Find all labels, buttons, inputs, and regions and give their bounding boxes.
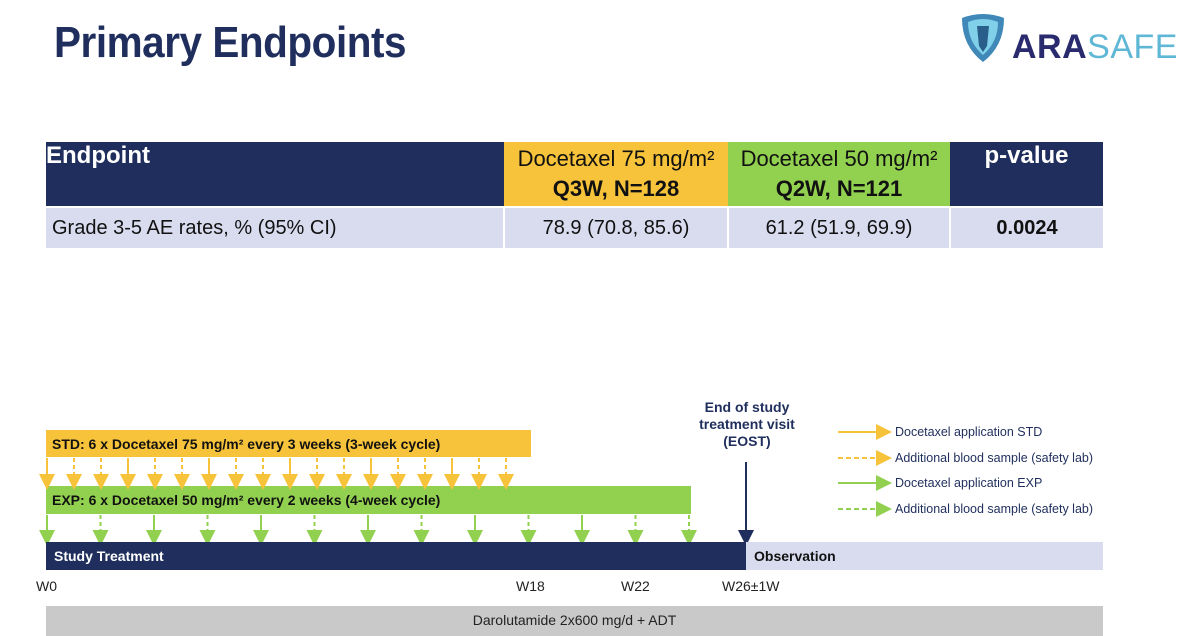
week-label-w22: W22 [621, 578, 650, 594]
header-std-line1: Docetaxel 75 mg/m² [517, 146, 715, 171]
shield-icon [962, 14, 1004, 62]
logo-text-ara: ARA [1012, 28, 1088, 66]
week-label-w18: W18 [516, 578, 545, 594]
header-exp: Docetaxel 50 mg/m² Q2W, N=121 [728, 142, 950, 207]
header-std-line2: Q3W, N=128 [552, 176, 680, 201]
header-pvalue: p-value [950, 142, 1103, 207]
row-exp-value: 61.2 (51.9, 69.9) [727, 206, 950, 248]
eost-line3: (EOST) [723, 433, 771, 449]
std-arm-bar: STD: 6 x Docetaxel 75 mg/m² every 3 week… [46, 430, 531, 457]
std-arm-label: STD: 6 x Docetaxel 75 mg/m² every 3 week… [52, 436, 441, 452]
study-treatment-bar: Study Treatment [46, 542, 746, 570]
eost-line2: treatment visit [699, 416, 795, 432]
header-exp-line2: Q2W, N=121 [775, 176, 903, 201]
table-header-row: Endpoint Docetaxel 75 mg/m² Q3W, N=128 D… [46, 142, 1103, 207]
observation-bar: Observation [746, 542, 1103, 570]
header-endpoint: Endpoint [46, 142, 504, 207]
observation-label: Observation [754, 548, 836, 564]
week-label-w0: W0 [36, 578, 57, 594]
header-exp-line1: Docetaxel 50 mg/m² [740, 146, 938, 171]
logo-text-safe: SAFE [1087, 28, 1178, 66]
darolutamide-bar: Darolutamide 2x600 mg/d + ADT [46, 606, 1103, 636]
study-treatment-label: Study Treatment [54, 548, 164, 564]
header-std: Docetaxel 75 mg/m² Q3W, N=128 [504, 142, 728, 207]
legend-item-std-blood: Additional blood sample (safety lab) [895, 451, 1094, 465]
exp-arm-bar: EXP: 6 x Docetaxel 50 mg/m² every 2 week… [46, 486, 691, 514]
arasafe-logo: ARASAFE [958, 12, 1188, 72]
eost-label: End of study treatment visit (EOST) [688, 399, 806, 450]
eost-line1: End of study [704, 399, 790, 415]
row-label: Grade 3-5 AE rates, % (95% CI) [46, 206, 504, 248]
legend-item-exp: Docetaxel application EXP [895, 476, 1043, 490]
row-pvalue: 0.0024 [949, 206, 1103, 248]
week-label-w26: W26±1W [722, 578, 780, 594]
legend-item-std: Docetaxel application STD [895, 425, 1043, 439]
legend-item-exp-blood: Additional blood sample (safety lab) [895, 502, 1094, 516]
page-title: Primary Endpoints [54, 18, 407, 67]
exp-arm-label: EXP: 6 x Docetaxel 50 mg/m² every 2 week… [52, 492, 441, 508]
table-row: Grade 3-5 AE rates, % (95% CI) 78.9 (70.… [46, 206, 1103, 248]
row-std-value: 78.9 (70.8, 85.6) [503, 206, 728, 248]
endpoints-table: Endpoint Docetaxel 75 mg/m² Q3W, N=128 D… [46, 142, 1103, 248]
